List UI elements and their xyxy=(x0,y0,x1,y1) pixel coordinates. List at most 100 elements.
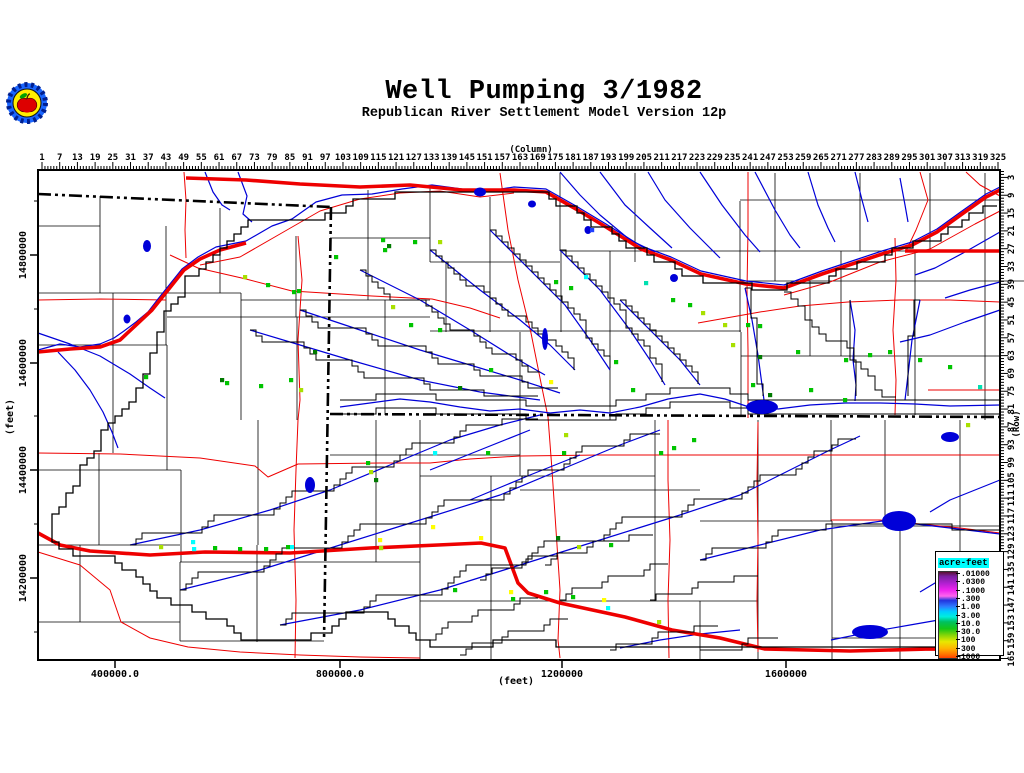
column-tick-label: 133 xyxy=(423,153,439,163)
legend-entry: 1.00 xyxy=(956,604,980,612)
row-tick-label: 69 xyxy=(1007,368,1017,379)
axis-label-left-feet: (feet) xyxy=(5,399,16,435)
row-tick-label: 135 xyxy=(1007,561,1017,577)
column-tick-label: 163 xyxy=(512,153,528,163)
row-tick-label: 105 xyxy=(1007,472,1017,488)
row-tick-label: 21 xyxy=(1007,225,1017,236)
column-tick-label: 313 xyxy=(954,153,970,163)
y-feet-tick-label: 14800000 xyxy=(18,231,29,279)
column-tick-label: 151 xyxy=(476,153,492,163)
y-feet-tick-label: 14400000 xyxy=(18,446,29,494)
column-tick-label: 85 xyxy=(284,153,295,163)
x-feet-tick-label: 1200000 xyxy=(541,669,583,680)
row-tick-label: 147 xyxy=(1007,597,1017,613)
column-tick-label: 139 xyxy=(441,153,457,163)
row-tick-label: 111 xyxy=(1007,490,1017,506)
column-tick-label: 1 xyxy=(39,153,44,163)
legend-entry: 10.0 xyxy=(956,620,980,629)
y-feet-tick-label: 14600000 xyxy=(18,339,29,387)
column-tick-label: 217 xyxy=(671,153,687,163)
legend-entry: 100 xyxy=(956,637,975,645)
axis-label-column: (Column) xyxy=(509,145,552,155)
row-tick-label: 63 xyxy=(1007,350,1017,361)
legend-labels: .01000.0300.1000.300 1.00 3.00 10.0 30.0 100 3… xyxy=(956,570,1002,662)
column-tick-label: 43 xyxy=(161,153,172,163)
column-tick-label: 229 xyxy=(707,153,723,163)
row-tick-label: 75 xyxy=(1007,386,1017,397)
row-tick-label: 81 xyxy=(1007,404,1017,415)
row-tick-label: 123 xyxy=(1007,526,1017,542)
column-tick-label: 175 xyxy=(547,153,563,163)
row-tick-label: 51 xyxy=(1007,315,1017,326)
column-tick-label: 301 xyxy=(919,153,935,163)
column-tick-label: 187 xyxy=(583,153,599,163)
legend-entry: .0300 xyxy=(956,579,985,587)
plot-subtitle: Republican River Settlement Model Versio… xyxy=(361,106,727,121)
column-tick-label: 223 xyxy=(689,153,705,163)
legend: acre-feet .01000.0300.1000.300 1.00 3.00 10… xyxy=(935,551,1004,662)
column-tick-label: 121 xyxy=(388,153,404,163)
column-tick-label: 307 xyxy=(937,153,953,163)
x-feet-tick-label: 1600000 xyxy=(765,669,807,680)
column-tick-label: 109 xyxy=(353,153,369,163)
row-tick-label: 93 xyxy=(1007,439,1017,450)
axis-label-row: (Row) xyxy=(1012,410,1022,437)
column-tick-label: 205 xyxy=(636,153,652,163)
column-tick-label: 91 xyxy=(302,153,313,163)
legend-entry: .1000 xyxy=(956,587,985,596)
column-tick-label: 271 xyxy=(831,153,847,163)
apple-logo-icon xyxy=(6,82,48,124)
column-tick-label: 241 xyxy=(742,153,758,163)
column-tick-label: 145 xyxy=(459,153,475,163)
column-tick-label: 253 xyxy=(777,153,793,163)
column-tick-label: 37 xyxy=(143,153,154,163)
row-tick-label: 33 xyxy=(1007,261,1017,272)
row-tick-label: 159 xyxy=(1007,633,1017,649)
row-tick-label: 153 xyxy=(1007,615,1017,631)
column-tick-label: 295 xyxy=(901,153,917,163)
row-tick-label: 57 xyxy=(1007,332,1017,343)
column-tick-label: 169 xyxy=(530,153,546,163)
column-tick-label: 19 xyxy=(90,153,101,163)
column-tick-label: 211 xyxy=(653,153,669,163)
column-tick-label: 283 xyxy=(866,153,882,163)
column-tick-label: 259 xyxy=(795,153,811,163)
x-feet-tick-label: 800000.0 xyxy=(316,669,364,680)
y-feet-tick-label: 14200000 xyxy=(18,554,29,602)
column-tick-label: 127 xyxy=(406,153,422,163)
column-tick-label: 325 xyxy=(990,153,1006,163)
column-tick-label: 247 xyxy=(760,153,776,163)
column-tick-label: 13 xyxy=(72,153,83,163)
legend-color-ramp xyxy=(938,571,958,659)
column-tick-label: 97 xyxy=(320,153,331,163)
column-tick-label: 199 xyxy=(618,153,634,163)
column-tick-label: 67 xyxy=(231,153,242,163)
column-tick-label: 157 xyxy=(494,153,510,163)
column-tick-label: 181 xyxy=(565,153,581,163)
legend-entry: .300 xyxy=(956,595,980,604)
row-tick-label: 45 xyxy=(1007,297,1017,308)
row-tick-label: 9 xyxy=(1007,193,1017,198)
axis-label-bottom-feet: (feet) xyxy=(498,676,534,687)
legend-title: acre-feet xyxy=(938,558,989,568)
row-tick-label: 27 xyxy=(1007,243,1017,254)
row-tick-label: 99 xyxy=(1007,457,1017,468)
row-tick-label: 165 xyxy=(1007,650,1017,666)
row-tick-label: 3 xyxy=(1007,175,1017,180)
column-tick-label: 61 xyxy=(214,153,225,163)
x-feet-tick-label: 400000.0 xyxy=(91,669,139,680)
row-tick-label: 117 xyxy=(1007,508,1017,524)
legend-entry: 30.0 xyxy=(956,629,980,637)
legend-entry: .01000 xyxy=(956,571,990,579)
column-tick-label: 319 xyxy=(972,153,988,163)
column-tick-label: 265 xyxy=(813,153,829,163)
column-tick-label: 193 xyxy=(600,153,616,163)
column-tick-label: 25 xyxy=(107,153,118,163)
row-tick-label: 15 xyxy=(1007,208,1017,219)
row-tick-label: 39 xyxy=(1007,279,1017,290)
row-tick-label: 129 xyxy=(1007,543,1017,559)
row-tick-label: 87 xyxy=(1007,421,1017,432)
column-tick-label: 7 xyxy=(57,153,62,163)
